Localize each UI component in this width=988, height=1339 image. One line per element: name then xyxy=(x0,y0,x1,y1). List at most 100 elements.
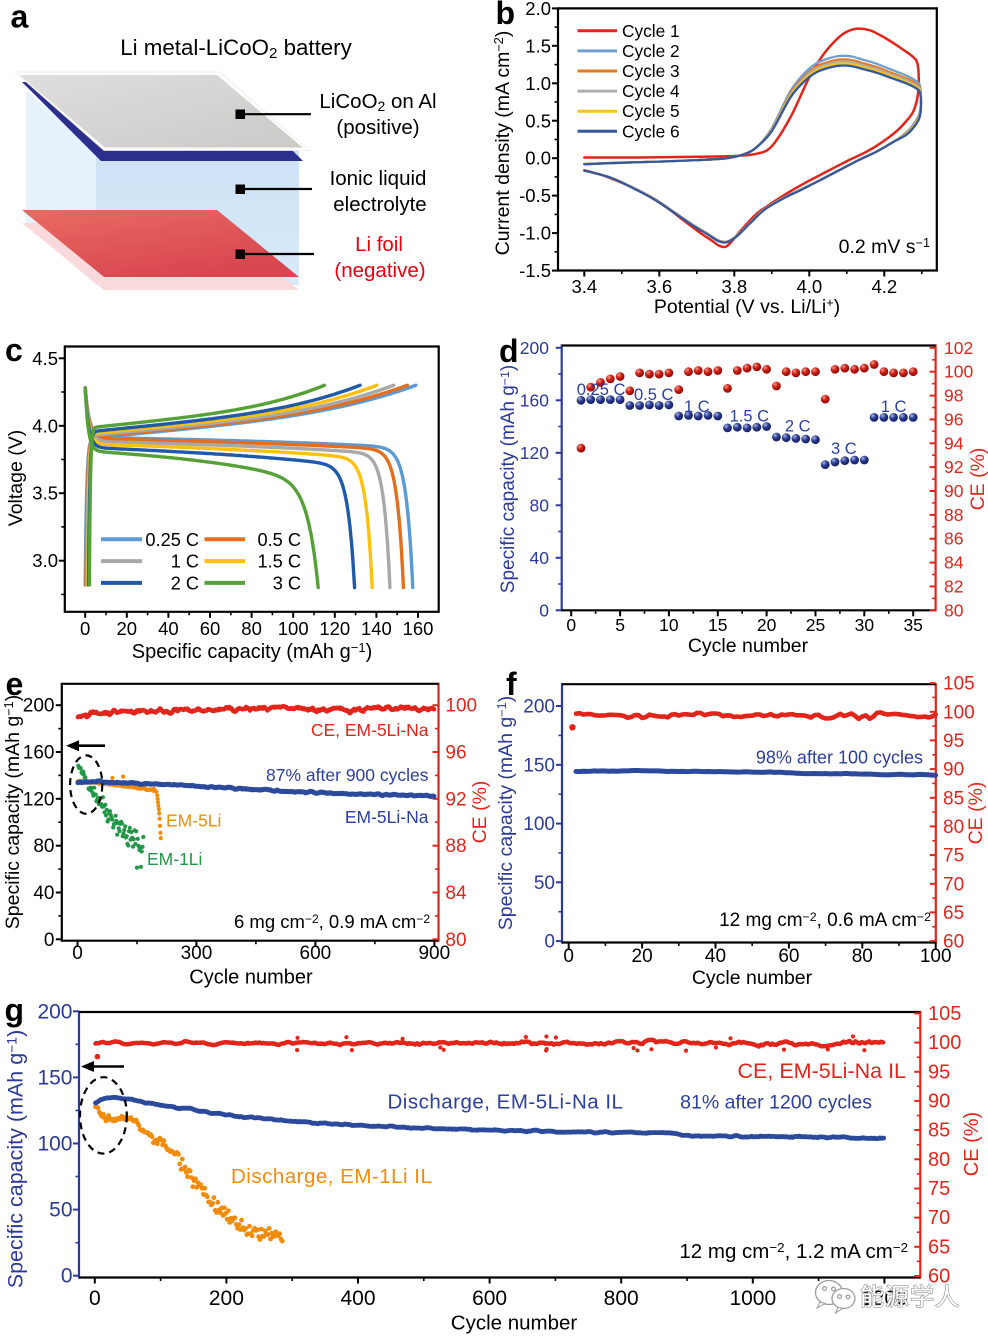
svg-text:87% after 900 cycles: 87% after 900 cycles xyxy=(266,765,429,785)
svg-text:86: 86 xyxy=(944,529,963,549)
svg-text:4.0: 4.0 xyxy=(796,276,822,297)
svg-text:e: e xyxy=(6,666,24,702)
svg-text:0.5 C: 0.5 C xyxy=(258,530,301,550)
svg-text:150: 150 xyxy=(523,755,555,776)
svg-text:3.5: 3.5 xyxy=(32,483,58,504)
svg-text:30: 30 xyxy=(855,615,875,635)
svg-text:40: 40 xyxy=(530,548,550,568)
svg-text:Cycle number: Cycle number xyxy=(688,635,809,657)
svg-text:160: 160 xyxy=(23,743,55,764)
svg-text:CE (%): CE (%) xyxy=(967,448,988,511)
svg-text:600: 600 xyxy=(472,1287,507,1310)
svg-text:60: 60 xyxy=(943,932,964,953)
svg-text:0: 0 xyxy=(44,930,55,951)
svg-text:EM-5Li: EM-5Li xyxy=(166,810,221,830)
svg-text:92: 92 xyxy=(944,457,963,477)
svg-text:Li foil: Li foil xyxy=(355,233,403,256)
svg-text:65: 65 xyxy=(943,903,964,924)
svg-text:600: 600 xyxy=(300,943,332,964)
svg-text:能源学人: 能源学人 xyxy=(860,1284,960,1311)
svg-text:Specific capacity (mAh g−1): Specific capacity (mAh g−1) xyxy=(3,1030,27,1289)
svg-text:Specific capacity (mAh g−1): Specific capacity (mAh g−1) xyxy=(498,365,519,593)
svg-text:92: 92 xyxy=(445,789,466,810)
svg-text:100: 100 xyxy=(445,696,477,717)
svg-text:85: 85 xyxy=(943,788,964,809)
svg-text:Discharge, EM-1Li IL: Discharge, EM-1Li IL xyxy=(231,1165,432,1188)
svg-text:CE (%): CE (%) xyxy=(469,781,491,844)
svg-text:CE (%): CE (%) xyxy=(961,1112,983,1176)
svg-text:200: 200 xyxy=(23,696,55,717)
svg-text:105: 105 xyxy=(943,674,975,695)
svg-text:150: 150 xyxy=(37,1066,72,1089)
svg-text:b: b xyxy=(496,0,516,31)
svg-text:20: 20 xyxy=(117,618,138,639)
svg-text:CE, EM-5Li-Na IL: CE, EM-5Li-Na IL xyxy=(738,1059,907,1083)
svg-text:100: 100 xyxy=(944,362,973,382)
svg-text:Current density (mA cm−2): Current density (mA cm−2) xyxy=(492,31,514,256)
svg-text:3.4: 3.4 xyxy=(571,276,597,297)
svg-text:1 C: 1 C xyxy=(684,398,710,416)
svg-text:200: 200 xyxy=(523,697,555,718)
svg-text:200: 200 xyxy=(37,1000,72,1023)
svg-text:EM-5Li-Na: EM-5Li-Na xyxy=(345,807,429,827)
svg-text:40: 40 xyxy=(705,946,726,967)
svg-text:900: 900 xyxy=(418,943,450,964)
svg-text:EM-1Li: EM-1Li xyxy=(147,849,202,869)
svg-text:88: 88 xyxy=(445,836,466,857)
svg-text:f: f xyxy=(506,666,517,702)
svg-text:40: 40 xyxy=(33,883,54,904)
svg-text:80: 80 xyxy=(943,817,964,838)
svg-text:200: 200 xyxy=(209,1287,244,1310)
svg-text:-1.5: -1.5 xyxy=(519,260,551,281)
svg-text:84: 84 xyxy=(445,883,467,904)
svg-text:Voltage (V): Voltage (V) xyxy=(5,430,27,526)
svg-text:15: 15 xyxy=(708,615,727,635)
svg-text:Specific capacity (mAh g−1): Specific capacity (mAh g−1) xyxy=(2,695,24,929)
svg-text:(negative): (negative) xyxy=(334,259,425,282)
svg-text:1.5 C: 1.5 C xyxy=(258,552,301,572)
svg-text:4.2: 4.2 xyxy=(871,276,897,297)
svg-text:120: 120 xyxy=(520,443,549,463)
svg-text:10: 10 xyxy=(659,615,679,635)
svg-text:Discharge, EM-5Li-Na IL: Discharge, EM-5Li-Na IL xyxy=(388,1091,624,1114)
svg-text:100: 100 xyxy=(278,618,309,639)
svg-text:98: 98 xyxy=(944,386,963,406)
svg-text:0: 0 xyxy=(80,618,90,639)
svg-text:20: 20 xyxy=(632,946,653,967)
svg-text:0: 0 xyxy=(89,1287,101,1310)
svg-text:1000: 1000 xyxy=(729,1287,776,1310)
svg-text:100: 100 xyxy=(523,814,555,835)
svg-text:98% after 100 cycles: 98% after 100 cycles xyxy=(756,748,923,768)
svg-text:0.0: 0.0 xyxy=(525,148,551,169)
svg-text:2 C: 2 C xyxy=(785,418,811,436)
svg-text:120: 120 xyxy=(23,789,55,810)
svg-text:electrolyte: electrolyte xyxy=(333,193,426,216)
svg-text:100: 100 xyxy=(37,1133,72,1156)
svg-text:Li metal-LiCoO2 battery: Li metal-LiCoO2 battery xyxy=(120,35,352,62)
svg-text:-1.0: -1.0 xyxy=(519,223,551,244)
svg-text:12 mg cm−2, 1.2 mA cm−2: 12 mg cm−2, 1.2 mA cm−2 xyxy=(679,1240,908,1263)
svg-text:90: 90 xyxy=(943,760,964,781)
svg-text:0.2 mV s−1: 0.2 mV s−1 xyxy=(839,236,930,258)
svg-text:80: 80 xyxy=(928,1149,950,1171)
svg-text:Cycle number: Cycle number xyxy=(451,1312,578,1335)
svg-text:100: 100 xyxy=(943,702,975,723)
svg-text:160: 160 xyxy=(520,390,549,410)
svg-text:0.25 C: 0.25 C xyxy=(145,530,199,550)
svg-text:65: 65 xyxy=(928,1236,950,1258)
svg-text:Cycle 4: Cycle 4 xyxy=(622,81,680,101)
svg-text:70: 70 xyxy=(928,1207,950,1229)
svg-text:3.0: 3.0 xyxy=(32,550,58,571)
svg-text:60: 60 xyxy=(200,618,221,639)
svg-text:0: 0 xyxy=(61,1265,73,1288)
svg-text:80: 80 xyxy=(241,618,262,639)
svg-text:300: 300 xyxy=(181,943,213,964)
svg-text:3.8: 3.8 xyxy=(721,276,747,297)
svg-text:80: 80 xyxy=(445,930,466,951)
svg-text:0: 0 xyxy=(544,932,555,953)
svg-text:CE, EM-5Li-Na: CE, EM-5Li-Na xyxy=(311,720,429,740)
svg-text:CE (%): CE (%) xyxy=(965,782,987,845)
svg-text:0.25 C: 0.25 C xyxy=(577,381,626,399)
svg-text:0: 0 xyxy=(566,615,576,635)
svg-text:100: 100 xyxy=(920,946,952,967)
